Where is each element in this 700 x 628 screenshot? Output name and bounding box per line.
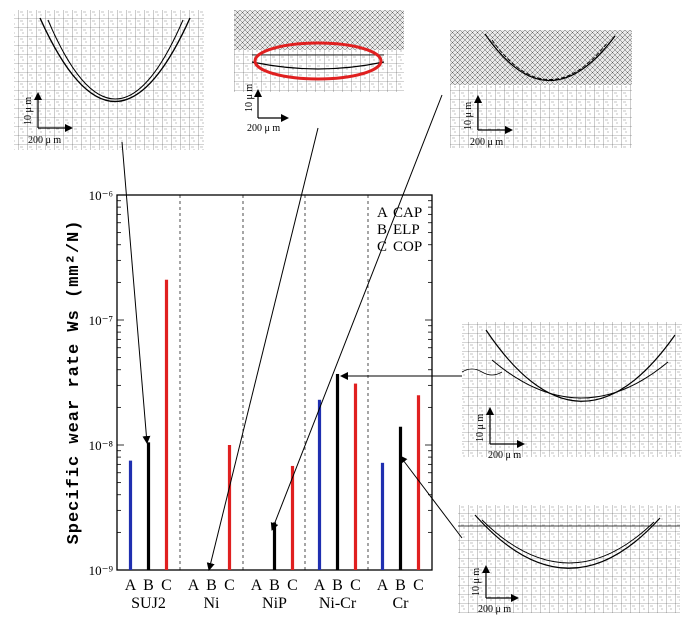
x-sub-label: C bbox=[413, 577, 424, 594]
legend-key: B bbox=[377, 222, 387, 238]
scale-vertical-label: 10 μ m bbox=[463, 102, 474, 130]
wear-profile-curve bbox=[47, 19, 184, 100]
scale-horizontal-label: 200 μ m bbox=[470, 137, 503, 148]
bar-b-cr bbox=[398, 426, 403, 570]
group-label: SUJ2 bbox=[131, 595, 166, 612]
bar-a-ni-cr bbox=[317, 399, 322, 570]
x-sub-label: C bbox=[287, 577, 298, 594]
scale-bar bbox=[486, 407, 525, 448]
profile-image bbox=[458, 505, 680, 613]
bar-c-cr bbox=[416, 395, 421, 570]
x-sub-label: A bbox=[188, 577, 200, 594]
suj2-profile-inset: 10 μ m 200 μ m bbox=[14, 10, 204, 150]
scale-bar bbox=[254, 89, 289, 122]
x-sub-label: C bbox=[161, 577, 172, 594]
wear-profile-curve bbox=[251, 61, 385, 70]
x-sub-label: B bbox=[143, 577, 154, 594]
bar-c-suj2 bbox=[164, 279, 169, 570]
scale-bar bbox=[482, 565, 519, 602]
group-label: Ni-Cr bbox=[319, 595, 357, 612]
nip-profile-inset: 10 μ m 200 μ m bbox=[450, 30, 632, 148]
bar-a-suj2 bbox=[128, 460, 133, 570]
wear-profile-curve bbox=[491, 39, 609, 80]
x-sub-label: C bbox=[350, 577, 361, 594]
y-tick-label: 10⁻⁹ bbox=[89, 563, 114, 578]
x-sub-label: B bbox=[332, 577, 343, 594]
scale-vertical-label: 10 μ m bbox=[475, 414, 486, 442]
legend-key: A bbox=[377, 205, 388, 221]
nip-connector-arrow bbox=[270, 94, 443, 531]
cr-connector-arrow bbox=[399, 455, 463, 539]
x-sub-label: A bbox=[125, 577, 137, 594]
scale-horizontal-label: 200 μ m bbox=[478, 604, 511, 615]
y-minor-ticks bbox=[117, 200, 432, 571]
x-sub-label: B bbox=[206, 577, 217, 594]
wear-profile-curve bbox=[481, 519, 655, 564]
y-tick-label: 10⁻⁷ bbox=[89, 313, 113, 328]
group-label: Ni bbox=[204, 595, 221, 612]
cr-profile-inset: 10 μ m 200 μ m bbox=[458, 505, 680, 615]
scale-horizontal-label: 200 μ m bbox=[28, 135, 61, 146]
nicr-profile-inset: 10 μ m 200 μ m bbox=[461, 322, 682, 461]
wear-profile-curve bbox=[485, 329, 676, 402]
scale-bar bbox=[34, 92, 73, 132]
legend: A CAP B ELP C COP bbox=[377, 205, 422, 255]
x-sub-label: B bbox=[269, 577, 280, 594]
bars bbox=[128, 279, 421, 570]
x-sub-label: A bbox=[314, 577, 326, 594]
y-tick-label: 10⁻⁸ bbox=[89, 438, 114, 453]
group-labels: SUJ2 Ni NiP Ni-Cr Cr bbox=[131, 595, 409, 612]
highlight-ellipse bbox=[253, 41, 383, 81]
bar-b-nip bbox=[272, 522, 277, 570]
y-tick-labels: 10⁻⁹ 10⁻⁸ 10⁻⁷ 10⁻⁶ bbox=[89, 188, 114, 578]
scale-vertical-label: 10 μ m bbox=[244, 84, 255, 112]
wear-profile-curve bbox=[484, 33, 616, 82]
wear-profile-curve bbox=[39, 17, 191, 103]
x-sub-label: C bbox=[224, 577, 235, 594]
scale-vertical-label: 10 μ m bbox=[471, 568, 482, 596]
profile-image bbox=[14, 10, 204, 150]
x-sub-label: A bbox=[377, 577, 389, 594]
bar-c-ni-cr bbox=[353, 383, 358, 570]
x-sub-label: B bbox=[395, 577, 406, 594]
bar-b-ni-cr bbox=[335, 373, 340, 570]
bar-c-ni bbox=[227, 445, 232, 570]
scale-vertical-label: 10 μ m bbox=[23, 97, 34, 125]
scale-horizontal-label: 200 μ m bbox=[488, 450, 521, 461]
scale-horizontal-label: 200 μ m bbox=[247, 123, 280, 134]
suj2-connector-arrow bbox=[121, 141, 151, 444]
ni-connector-arrow bbox=[206, 127, 319, 571]
wear-profile-curve bbox=[474, 514, 661, 569]
scale-bar bbox=[474, 95, 513, 134]
legend-label: CAP bbox=[393, 205, 422, 221]
y-tick-label: 10⁻⁶ bbox=[89, 188, 113, 203]
profile-image bbox=[462, 322, 682, 457]
connector-arrows bbox=[121, 94, 463, 571]
plot-frame bbox=[116, 194, 433, 571]
group-label: NiP bbox=[262, 595, 287, 612]
ni-profile-inset: 10 μ m 200 μ m bbox=[234, 10, 404, 134]
bar-a-cr bbox=[380, 462, 385, 570]
legend-key: C bbox=[377, 239, 387, 255]
x-sub-label: A bbox=[251, 577, 263, 594]
bar-b-suj2 bbox=[146, 442, 151, 570]
group-label: Cr bbox=[393, 595, 410, 612]
y-axis-label: Specific wear rate Ws (mm²/N) bbox=[65, 220, 84, 545]
legend-label: COP bbox=[393, 239, 422, 255]
bar-c-nip bbox=[290, 465, 295, 570]
wear-profile-curve bbox=[491, 359, 669, 399]
legend-label: ELP bbox=[393, 222, 420, 238]
